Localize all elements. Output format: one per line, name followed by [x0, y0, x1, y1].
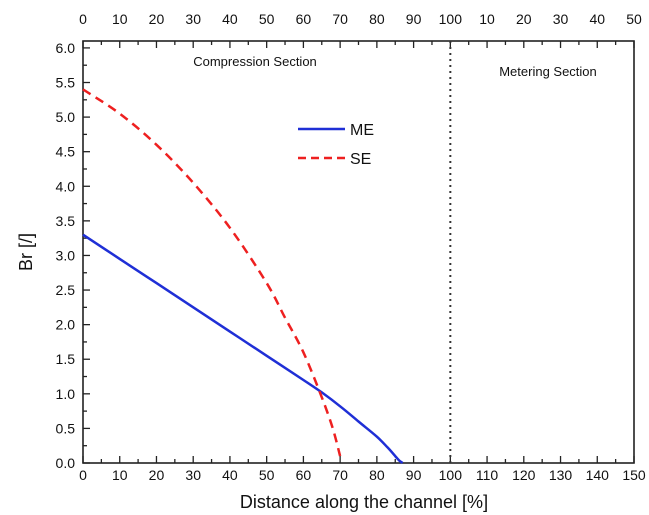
y-tick-label: 0.0 [56, 455, 76, 471]
y-tick-label: 3.5 [56, 213, 76, 229]
x-tick-label: 0 [79, 467, 87, 483]
top-tick-label: 30 [185, 11, 201, 27]
y-tick-label: 0.5 [56, 420, 76, 436]
top-tick-label: 10 [112, 11, 128, 27]
top-tick-label: 0 [79, 11, 87, 27]
legend-me-label: ME [350, 122, 374, 139]
plot-frame [82, 40, 635, 464]
y-tick-label: 4.0 [56, 178, 76, 194]
y-tick-label: 5.0 [56, 109, 76, 125]
compression-section-label: Compression Section [193, 54, 317, 69]
top-tick-label: 40 [589, 11, 605, 27]
y-tick-label: 1.0 [56, 386, 76, 402]
legend-se-label: SE [350, 151, 371, 168]
x-tick-label: 30 [185, 467, 201, 483]
top-tick-label: 50 [626, 11, 642, 27]
top-tick-label: 60 [296, 11, 312, 27]
top-tick-label: 30 [553, 11, 569, 27]
axis-ticks [82, 41, 635, 464]
top-tick-label: 20 [516, 11, 532, 27]
x-tick-label: 140 [586, 467, 610, 483]
top-tick-label: 40 [222, 11, 238, 27]
x-tick-label: 50 [259, 467, 275, 483]
series-layer [82, 88, 404, 464]
x-tick-label: 20 [149, 467, 165, 483]
x-tick-label: 110 [476, 467, 499, 483]
x-tick-label: 150 [622, 467, 646, 483]
x-tick-label: 120 [512, 467, 536, 483]
legend: ME SE [298, 122, 374, 168]
x-tick-label: 10 [112, 467, 128, 483]
x-tick-label: 130 [549, 467, 573, 483]
x-tick-label: 60 [296, 467, 312, 483]
x-tick-label: 70 [332, 467, 348, 483]
top-tick-labels: 0 10 20 30 40 50 60 70 80 90 100 10 20 30 40 50 [79, 11, 642, 27]
y-tick-label: 4.5 [56, 144, 76, 160]
top-tick-label: 50 [259, 11, 275, 27]
top-tick-label: 10 [479, 11, 495, 27]
y-tick-label: 3.0 [56, 247, 76, 263]
series-me-line [82, 233, 404, 464]
y-tick-label: 5.5 [56, 75, 76, 91]
x-tick-labels: 0 10 20 30 40 50 60 70 80 90 100 110 120 130 140 150 [79, 467, 646, 483]
x-axis-title: Distance along the channel [%] [240, 492, 488, 512]
y-tick-labels: 0.0 0.5 1.0 1.5 2.0 2.5 3.0 3.5 4.0 4.5 5.0 5.5 6.0 [56, 40, 76, 471]
y-tick-label: 2.5 [56, 282, 76, 298]
x-tick-label: 80 [369, 467, 385, 483]
x-tick-label: 90 [406, 467, 422, 483]
top-tick-label: 20 [149, 11, 165, 27]
metering-section-label: Metering Section [499, 64, 597, 79]
y-tick-label: 1.5 [56, 351, 76, 367]
x-tick-label: 40 [222, 467, 238, 483]
series-se-line [82, 88, 342, 457]
y-tick-label: 2.0 [56, 317, 76, 333]
x-tick-label: 100 [439, 467, 463, 483]
y-axis-title: Br [/] [16, 233, 36, 271]
top-tick-label: 100 [439, 11, 463, 27]
y-tick-label: 6.0 [56, 40, 76, 56]
top-tick-label: 80 [369, 11, 385, 27]
top-tick-label: 70 [332, 11, 348, 27]
top-tick-label: 90 [406, 11, 422, 27]
